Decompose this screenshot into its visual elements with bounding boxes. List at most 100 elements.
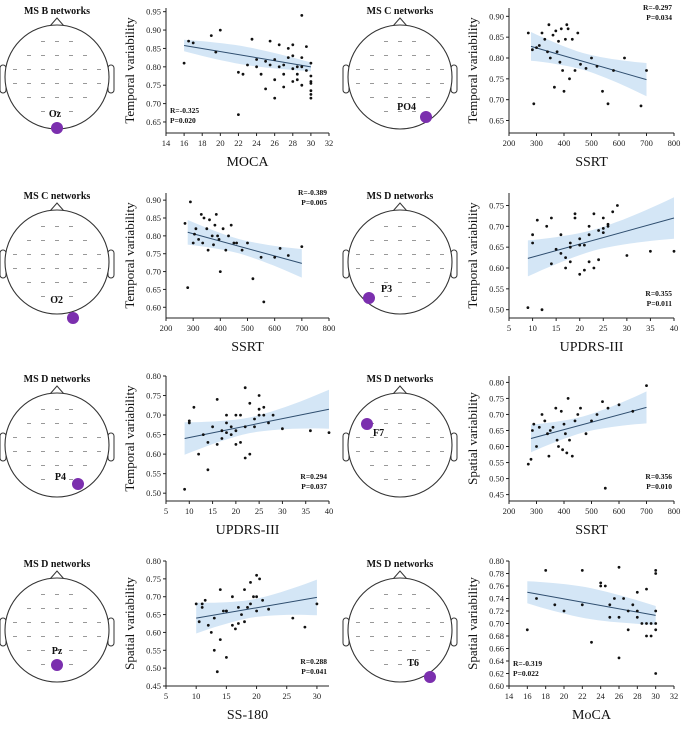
electrode-dot <box>370 622 374 623</box>
data-point <box>654 672 658 675</box>
data-point <box>603 584 607 588</box>
electrode-dot <box>97 437 101 438</box>
x-tick-label: 35 <box>301 506 310 516</box>
data-point <box>183 222 187 225</box>
scatter-chart: 200 300 400 500 600 700 800 0.45 0.50 0.55 0.60 0.6… <box>465 376 680 538</box>
data-point <box>635 590 639 594</box>
y-tick-label: 0.72 <box>489 606 504 616</box>
electrode-dot <box>55 409 59 410</box>
electrode-dot <box>69 409 73 410</box>
data-point <box>255 609 258 613</box>
scatter-chart: 5 10 15 20 25 30 0.45 0.50 0.55 0.60 0.65 0.70 0.75 0… <box>122 556 329 723</box>
data-point <box>526 462 530 466</box>
data-point <box>240 613 243 616</box>
x-tick-label: 18 <box>198 138 207 148</box>
electrode-dot <box>97 622 101 623</box>
data-point <box>573 419 577 423</box>
electrode-dot <box>69 437 73 438</box>
x-tick-label: 400 <box>558 138 571 148</box>
data-point <box>250 37 254 41</box>
fit-line <box>527 217 675 259</box>
p-value: P=0.011 <box>647 299 673 308</box>
electrode-dot <box>370 650 374 651</box>
data-point <box>309 93 313 96</box>
data-point <box>531 429 534 432</box>
data-point <box>654 609 658 613</box>
x-axis-title: SSRT <box>575 523 608 538</box>
x-tick-label: 16 <box>523 691 532 701</box>
data-point <box>216 234 220 238</box>
y-tick-label: 0.60 <box>146 627 161 637</box>
y-tick-label: 0.45 <box>146 681 161 691</box>
data-point <box>612 69 615 72</box>
x-axis-title: UPDRS-III <box>216 523 280 538</box>
y-tick-label: 0.80 <box>146 231 161 241</box>
r-value: R=0.356 <box>645 472 672 481</box>
electrode-dot <box>384 636 388 637</box>
data-point <box>253 417 256 421</box>
data-point <box>543 419 547 423</box>
x-axis-title: MoCA <box>572 708 612 723</box>
fit-line <box>184 408 330 439</box>
electrode-dot <box>426 465 430 466</box>
data-point <box>210 234 214 238</box>
electrode-dot <box>27 423 31 424</box>
data-point <box>540 308 544 312</box>
electrode-dot <box>83 240 87 241</box>
data-point <box>565 451 569 455</box>
data-point <box>246 241 249 245</box>
data-point <box>291 54 295 58</box>
network-title: MS C networks <box>367 6 434 17</box>
data-point <box>295 65 299 69</box>
data-point <box>241 72 245 76</box>
data-point <box>548 56 552 60</box>
electrode-dot <box>398 240 402 241</box>
data-point <box>295 78 299 82</box>
y-tick-label: 0.75 <box>146 391 161 401</box>
data-point <box>601 89 604 93</box>
data-point <box>601 400 604 403</box>
electrode-dot <box>27 636 31 637</box>
y-tick-label: 0.62 <box>489 669 504 679</box>
data-point <box>617 615 621 619</box>
y-tick-label: 0.80 <box>489 556 504 566</box>
y-tick-label: 0.80 <box>489 377 504 387</box>
data-point <box>215 670 219 674</box>
data-point <box>601 216 605 220</box>
scatter-chart: 5 10 15 20 25 30 35 40 0.50 0.55 0.60 0.65 0.70 0.75 0… <box>122 371 333 538</box>
data-point <box>220 437 224 440</box>
electrode-dot <box>384 664 388 665</box>
data-point <box>617 403 621 407</box>
data-point <box>559 252 563 255</box>
data-point <box>206 441 210 444</box>
data-point <box>327 431 331 434</box>
electrode-dot <box>426 437 430 438</box>
data-point <box>189 200 192 204</box>
electrode-dot <box>412 409 416 410</box>
y-tick-label: 0.45 <box>489 490 504 500</box>
data-point <box>278 247 282 250</box>
data-point <box>286 56 290 59</box>
x-tick-label: 300 <box>530 506 543 516</box>
scatter-chart: 14 16 18 20 22 24 26 28 30 32 0.65 0.70 0.75 0.80 0.85… <box>122 7 333 170</box>
data-point <box>305 45 308 48</box>
data-point <box>251 277 255 281</box>
r-value: R=-0.389 <box>298 188 327 197</box>
data-point <box>309 61 313 65</box>
head-outline <box>4 209 110 315</box>
electrode-dot <box>426 622 430 623</box>
electrode-label: O2 <box>50 295 63 306</box>
data-point <box>252 595 255 599</box>
x-tick-label: 5 <box>507 323 511 333</box>
data-point <box>225 421 228 425</box>
data-point <box>568 245 572 249</box>
electrode-dot <box>83 650 87 651</box>
r-value: R=-0.319 <box>513 659 542 668</box>
electrode-dot <box>370 465 374 466</box>
scalp-map: MS C networks O2 <box>0 191 115 324</box>
electrode-dot <box>398 97 402 98</box>
data-point <box>526 306 530 309</box>
data-point <box>573 69 577 72</box>
y-tick-label: 0.70 <box>146 410 161 420</box>
data-point <box>592 212 596 216</box>
